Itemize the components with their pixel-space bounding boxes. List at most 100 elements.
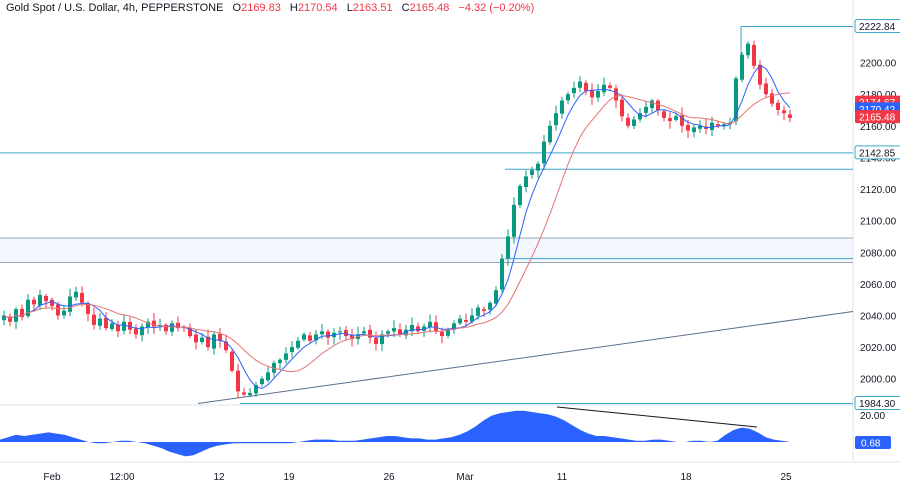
candle-body <box>44 295 48 302</box>
x-tick-label: 11 <box>557 472 568 483</box>
oscillator-value-box <box>855 436 891 449</box>
candle-body <box>410 324 414 332</box>
candle-body <box>668 118 672 122</box>
candle-body <box>740 54 744 80</box>
level-label-box <box>854 396 900 411</box>
candle-body <box>8 316 12 322</box>
oscillator-area <box>0 410 790 457</box>
candle-body <box>422 326 426 331</box>
low-label: L <box>346 2 353 14</box>
candle-body <box>350 335 354 340</box>
level-label-box <box>854 18 900 33</box>
y-tick-label: 2120.00 <box>860 185 897 196</box>
candle-body <box>506 236 510 259</box>
candle-body <box>770 93 774 104</box>
candle-body <box>692 127 696 133</box>
candle-body <box>476 307 480 316</box>
candle-body <box>788 114 792 118</box>
x-tick-label: Mar <box>456 472 474 483</box>
level-label: 1984.30 <box>859 399 896 410</box>
candle-body <box>104 317 108 329</box>
candle-body <box>632 119 636 126</box>
high-value: 2170.54 <box>297 2 338 14</box>
candle-body <box>458 318 462 324</box>
candle-body <box>746 43 750 56</box>
candle-body <box>2 315 6 321</box>
candle-body <box>296 340 300 348</box>
candle-body <box>236 370 240 392</box>
candle-body <box>572 87 576 94</box>
candle-body <box>614 88 618 101</box>
candle-body <box>344 330 348 337</box>
candle-body <box>620 99 624 117</box>
candle-body <box>26 299 30 317</box>
candle-body <box>164 324 168 332</box>
level-label-box <box>854 145 900 160</box>
y-tick-label: 2060.00 <box>860 280 897 291</box>
candle-body <box>68 296 72 312</box>
candle-body <box>368 329 372 338</box>
candle-body <box>56 304 60 316</box>
candle-body <box>716 124 720 126</box>
price-label: 2165.48 <box>859 113 896 124</box>
moving-average-slow <box>3 92 791 373</box>
x-tick-label: 19 <box>283 472 295 483</box>
candle-body <box>404 329 408 336</box>
candle-body <box>176 322 180 329</box>
candle-body <box>308 335 312 341</box>
candle-body <box>152 320 156 327</box>
moving-average-fast <box>3 64 791 390</box>
candle-body <box>122 321 126 331</box>
candle-body <box>266 372 270 381</box>
candle-body <box>398 329 402 335</box>
candle-body <box>566 94 570 101</box>
candle-body <box>662 111 666 118</box>
y-tick-label: 2040.00 <box>860 311 897 322</box>
candle-body <box>776 102 780 110</box>
candle-body <box>608 85 612 88</box>
open-label: O <box>232 2 242 14</box>
x-tick-label: Feb <box>43 472 61 483</box>
candle-body <box>656 100 660 110</box>
candle-body <box>380 334 384 344</box>
candle-body <box>452 323 456 330</box>
candle-body <box>290 347 294 353</box>
candle-body <box>446 329 450 336</box>
x-tick-label: 12 <box>213 472 225 483</box>
candle-body <box>110 323 114 330</box>
candle-body <box>596 91 600 98</box>
candle-body <box>392 328 396 332</box>
candle-body <box>428 321 432 328</box>
candle-body <box>578 81 582 88</box>
candle-body <box>242 392 246 395</box>
candle-body <box>254 385 258 394</box>
candle-body <box>650 100 654 109</box>
candle-body <box>98 318 102 326</box>
low-value: 2163.51 <box>352 2 393 14</box>
candle-body <box>536 163 540 171</box>
x-tick-label: 26 <box>383 472 395 483</box>
candle-body <box>92 314 96 325</box>
candle-body <box>548 125 552 143</box>
candle-body <box>590 89 594 98</box>
candle-body <box>488 302 492 310</box>
oscillator-tick-label: 20.00 <box>860 411 885 422</box>
change-value: −4.32 (−0.20%) <box>458 2 535 14</box>
candle-body <box>524 176 528 188</box>
chart-header: Gold Spot / U.S. Dollar, 4h, PEPPERSTONE… <box>6 2 534 14</box>
y-tick-label: 2160.00 <box>860 122 897 133</box>
candle-body <box>248 392 252 396</box>
candle-body <box>302 334 306 340</box>
candle-body <box>50 299 54 306</box>
candle-body <box>710 122 714 131</box>
candle-body <box>728 122 732 125</box>
open-value: 2169.83 <box>241 2 281 14</box>
close-label: C <box>401 2 410 14</box>
candle-body <box>494 290 498 304</box>
candle-body <box>764 83 768 95</box>
candle-body <box>674 116 678 120</box>
candle-body <box>698 125 702 129</box>
candle-body <box>734 78 738 122</box>
candle-body <box>278 359 282 364</box>
